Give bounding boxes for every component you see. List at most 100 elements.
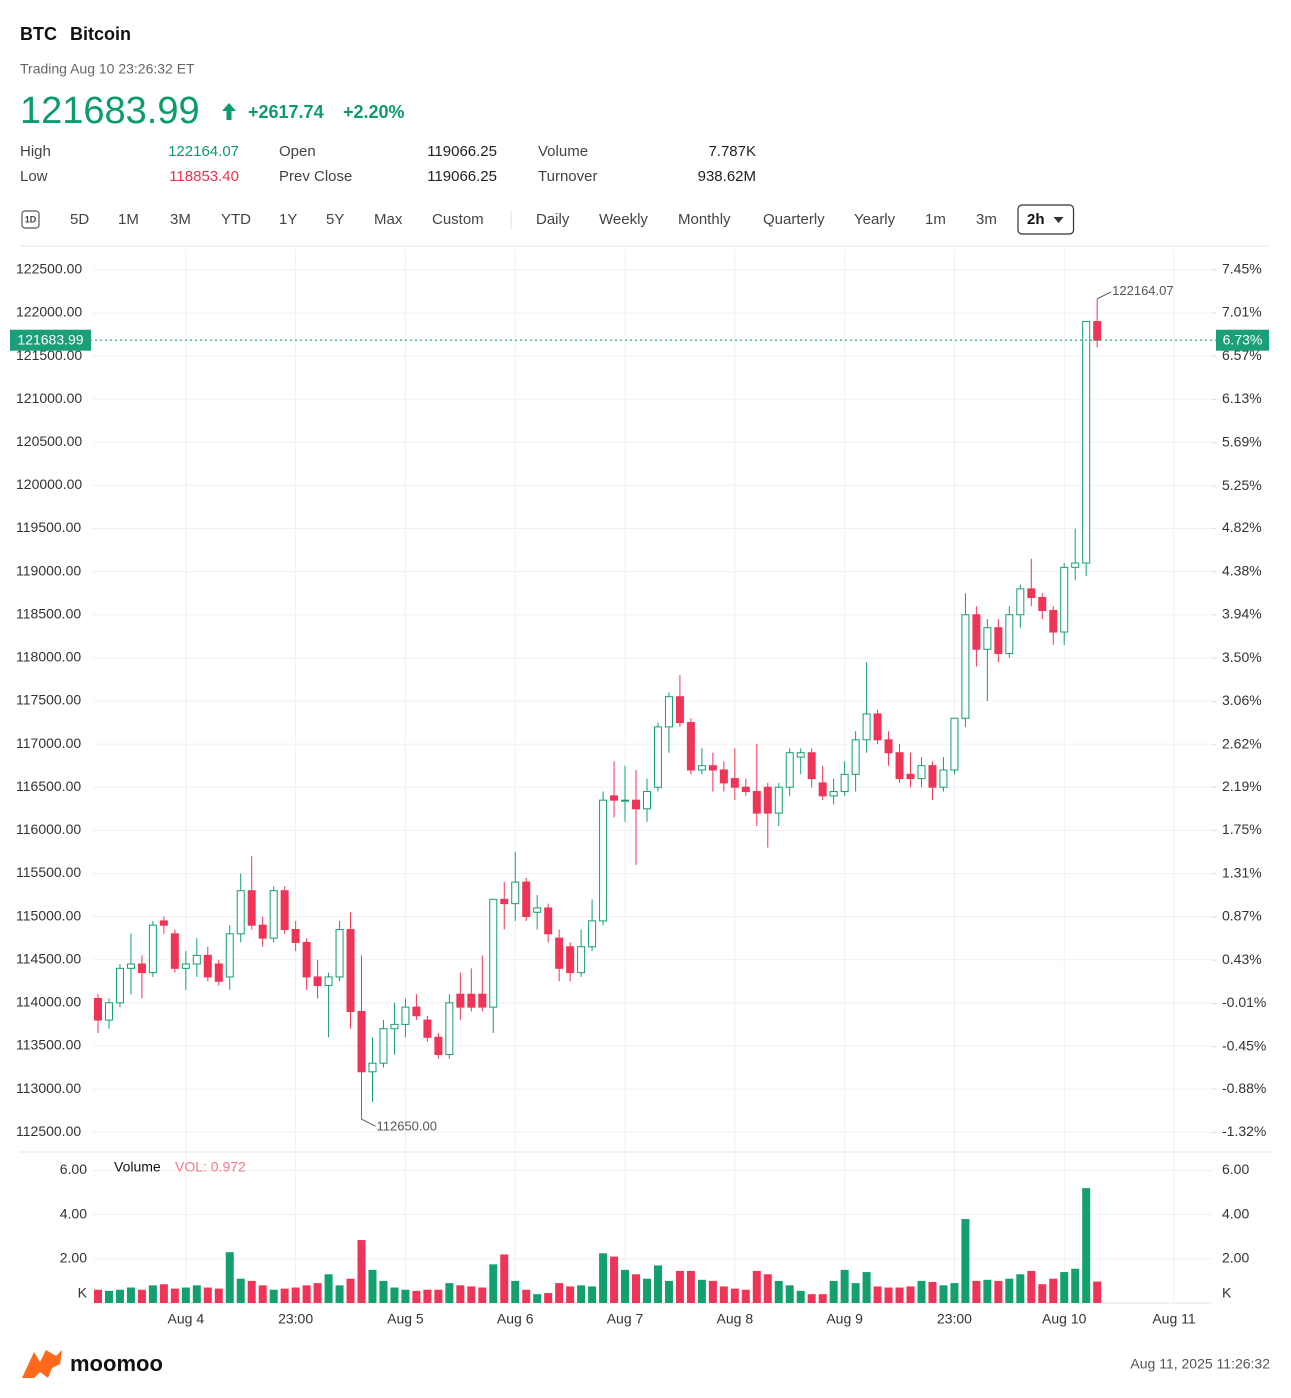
candle-body [390, 1023, 399, 1030]
volume-bar [697, 1279, 706, 1303]
last-price-label: 121683.99 [17, 331, 83, 347]
volume-bar [500, 1254, 509, 1303]
volume-bar [719, 1286, 728, 1303]
volume-bar [1049, 1278, 1058, 1303]
y-tick-label: 119000.00 [16, 562, 81, 578]
volume-bar [807, 1294, 816, 1303]
volume-bar [642, 1278, 651, 1303]
y2-tick-label: 4.82% [1222, 519, 1262, 535]
candle-body [730, 778, 739, 788]
candle-body [906, 773, 915, 780]
volume-bar [829, 1280, 838, 1303]
interval-button[interactable]: Weekly [599, 211, 648, 228]
range-icon[interactable] [21, 210, 40, 229]
range-button[interactable]: 5Y [326, 211, 344, 228]
candle-body [566, 946, 575, 974]
range-button[interactable]: YTD [221, 211, 251, 228]
x-tick-label: Aug 9 [826, 1311, 863, 1327]
volume-bar [664, 1280, 673, 1303]
volume-bar [390, 1287, 399, 1303]
candle-body [708, 765, 717, 771]
interval-button[interactable]: Daily [536, 211, 570, 228]
volume-bar [994, 1280, 1003, 1303]
stat-label: Prev Close [279, 168, 352, 185]
x-tick-label: Aug 4 [168, 1311, 205, 1327]
volume-unit: K [1222, 1285, 1232, 1301]
range-button[interactable]: 1M [118, 211, 139, 228]
dropdown-arrow[interactable] [1053, 217, 1064, 223]
stat-label: Volume [538, 143, 588, 160]
interval-button[interactable]: 2h [1027, 211, 1045, 228]
interval-button[interactable]: 1m [925, 211, 946, 228]
candle-body [752, 791, 761, 814]
active-interval-box[interactable] [1017, 204, 1075, 235]
candle-body [785, 752, 794, 788]
volume-bar [379, 1280, 388, 1303]
candle-body [774, 786, 783, 814]
y-tick-label: 117500.00 [16, 692, 81, 708]
candle-body [686, 722, 695, 771]
volume-bar [368, 1269, 377, 1303]
candle-body [489, 898, 498, 1008]
volume-bar [544, 1293, 553, 1303]
range-button[interactable]: Max [374, 211, 403, 228]
volume-bar [1005, 1278, 1014, 1303]
candle-body [423, 1019, 432, 1038]
trading-status: Trading Aug 10 23:26:32 ET [20, 61, 195, 77]
y2-tick-label: 5.25% [1222, 477, 1262, 493]
interval-button[interactable]: Monthly [678, 211, 731, 228]
volume-bar [335, 1285, 344, 1303]
volume-bar [313, 1283, 322, 1303]
candle-body [829, 791, 838, 797]
last-price: 121683.99 [20, 90, 200, 132]
x-tick-label: 23:00 [278, 1311, 313, 1327]
volume-bar [708, 1280, 717, 1303]
candle-body [588, 920, 597, 948]
low-annotation-line [361, 1118, 376, 1127]
volume-bar [763, 1274, 772, 1303]
range-button[interactable]: 3M [170, 211, 191, 228]
y2-tick-label: 2.62% [1222, 735, 1262, 751]
volume-bar [291, 1287, 300, 1303]
x-tick-label: 23:00 [937, 1311, 972, 1327]
volume-current: VOL: 0.972 [175, 1159, 246, 1175]
volume-bar [1082, 1188, 1091, 1303]
y-tick-label: 114500.00 [16, 950, 81, 966]
volume-bar [1071, 1268, 1080, 1303]
y-tick-label: 115500.00 [16, 864, 81, 880]
range-button[interactable]: 1D [25, 214, 37, 224]
volume-bar [632, 1274, 641, 1303]
volume-bar [445, 1283, 454, 1303]
interval-button[interactable]: Quarterly [763, 211, 825, 228]
volume-bar [785, 1285, 794, 1303]
candlestick-chart: Aug 4 23:00 Aug 5 Aug 6 Aug 7 Aug 8 Aug 9 23:00… [10, 250, 1270, 1327]
interval-button[interactable]: Yearly [854, 211, 896, 228]
y-tick-label: 112500.00 [16, 1123, 81, 1139]
volume-bar [280, 1288, 289, 1303]
candle-body [302, 941, 311, 978]
volume-bar [126, 1287, 135, 1303]
range-button[interactable]: 5D [70, 211, 89, 228]
stat-label: Open [279, 143, 316, 160]
volume-bar [555, 1283, 564, 1303]
candle-body [884, 739, 893, 754]
candle-body [796, 752, 805, 758]
y-tick-label: 121500.00 [16, 347, 82, 363]
candle-body [203, 954, 212, 978]
volume-bar [104, 1290, 113, 1303]
brand-name: moomoo [70, 1351, 163, 1376]
candle-body [280, 890, 289, 931]
candle-body [664, 696, 673, 728]
interval-button[interactable]: 3m [976, 211, 997, 228]
candle-body [291, 929, 300, 943]
volume-bar [302, 1285, 311, 1303]
candle-body [599, 799, 608, 922]
range-button[interactable]: Custom [432, 211, 484, 228]
range-button[interactable]: 1Y [279, 211, 297, 228]
candle-body [445, 1002, 454, 1056]
volume-bar [961, 1219, 970, 1303]
volume-bar [93, 1289, 102, 1303]
candle-body [928, 765, 937, 788]
candle-body [741, 786, 750, 793]
